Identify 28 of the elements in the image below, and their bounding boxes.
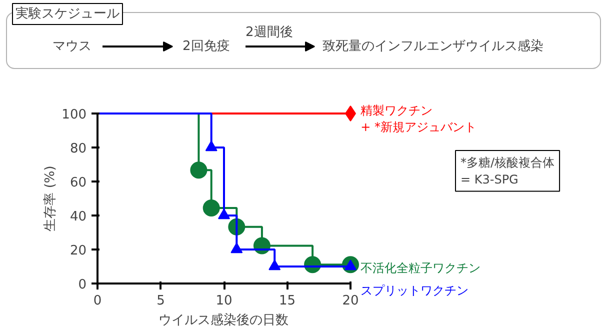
y-tick-label: 0 xyxy=(78,278,87,292)
x-tick-label: 0 xyxy=(93,294,102,308)
text: 2週間後 xyxy=(246,25,293,40)
point xyxy=(230,242,243,254)
point xyxy=(268,260,281,270)
y-tick-label: 100 xyxy=(62,108,87,122)
text: マウス xyxy=(52,39,92,54)
x-tick-label: 5 xyxy=(156,294,165,308)
y-tick-label: 80 xyxy=(70,142,87,156)
series-label: スプリットワクチン xyxy=(360,284,469,298)
text: 致死量のインフルエンザウイルス感染 xyxy=(322,39,544,54)
point xyxy=(190,162,208,179)
y-axis-title: 生存率 (%) xyxy=(42,166,58,232)
text: 実験スケジュール xyxy=(16,6,120,22)
y-tick-label: 60 xyxy=(70,176,87,190)
text: 2回免疫 xyxy=(182,39,230,54)
y-tick-label: 40 xyxy=(70,210,87,224)
series-label: 不活化全粒子ワクチン xyxy=(360,260,481,275)
point xyxy=(218,208,230,220)
y-tick-label: 20 xyxy=(70,244,87,258)
point xyxy=(202,200,220,217)
x-tick-label: 15 xyxy=(278,294,296,308)
text: *多糖/核酸複合体 = K3-SPG xyxy=(460,156,555,186)
x-tick-label: 10 xyxy=(216,294,232,308)
x-tick-label: 20 xyxy=(342,294,359,308)
x-axis-title: ウイルス感染後の日数 xyxy=(158,313,288,328)
series-label: 精製ワクチン + *新規アジュバント xyxy=(360,103,476,134)
point xyxy=(205,140,218,152)
